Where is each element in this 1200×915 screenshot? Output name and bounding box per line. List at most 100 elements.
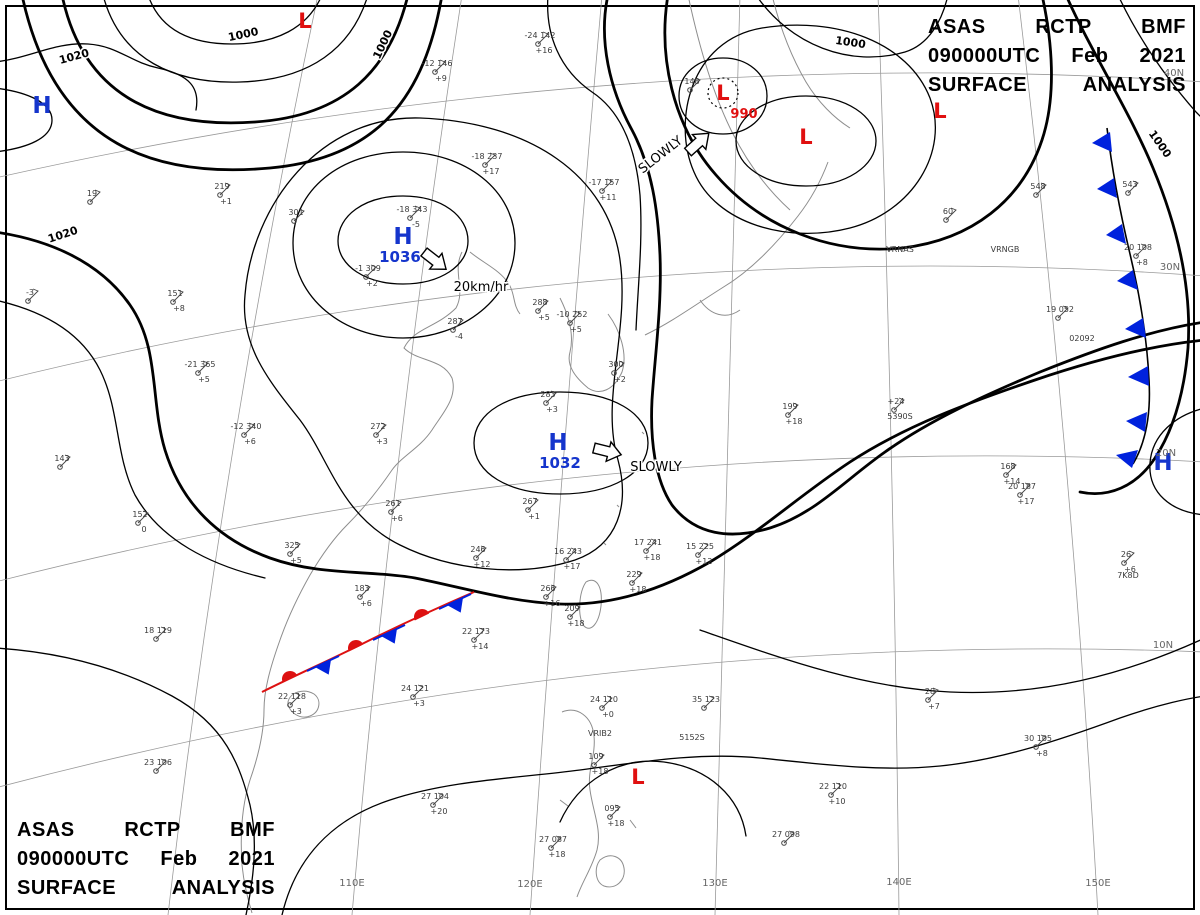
station-plot: 27 098 xyxy=(772,830,800,846)
isobar-path xyxy=(559,760,747,837)
station-data: +5 xyxy=(570,325,582,334)
station-plot: 22 118 +3 xyxy=(278,692,306,716)
station-circle xyxy=(482,162,488,168)
station-data: +17 xyxy=(564,562,581,571)
wind-barb xyxy=(155,758,167,772)
station-plot: 19 xyxy=(87,189,101,205)
station-data: 301 xyxy=(288,208,303,217)
station-plot: 301 xyxy=(288,208,305,224)
station-plot: -10 252 +5 xyxy=(557,310,588,334)
annotation-text: SLOWLY xyxy=(630,460,682,475)
wind-barb xyxy=(703,695,715,709)
isobar-path xyxy=(603,0,1200,536)
station-data: 15 225 xyxy=(686,542,714,551)
station-data: 7K8D xyxy=(1117,571,1139,580)
station-data: 267 xyxy=(522,497,537,506)
wind-barb xyxy=(89,189,101,203)
station-data: +3 xyxy=(546,405,558,414)
wind-barb xyxy=(473,627,485,641)
station-data: +7 xyxy=(928,702,940,711)
station-data: +18 xyxy=(786,417,803,426)
isobar-path xyxy=(1066,0,1191,495)
station-circle xyxy=(701,705,707,711)
station-data: 152 xyxy=(132,510,147,519)
wind-barb xyxy=(1135,243,1147,257)
annotation-text: 20km/hr xyxy=(454,280,509,295)
station-data: 095 xyxy=(604,804,619,813)
station-circle xyxy=(925,697,931,703)
isobar-path xyxy=(735,95,877,187)
parallel-line xyxy=(0,72,1200,178)
station-plot: 283 +3 xyxy=(540,390,558,414)
station-data: +17 xyxy=(1018,497,1035,506)
pressure-letter: L xyxy=(799,125,812,149)
wind-barb xyxy=(409,205,421,219)
station-plot: 20 187 +17 xyxy=(1008,482,1036,506)
wind-barb xyxy=(601,695,613,709)
station-data: +8 xyxy=(173,304,185,313)
station-plot: 288 +5 xyxy=(532,298,550,322)
station-data: 287 xyxy=(447,317,462,326)
wind-barb xyxy=(59,454,71,468)
station-data: +8 xyxy=(1036,749,1048,758)
station-circle xyxy=(567,614,573,620)
station-circle xyxy=(291,218,297,224)
station-plot: 35 123 xyxy=(692,695,720,711)
station-data: 148 xyxy=(684,77,699,86)
station-plot: -18 343 -5 xyxy=(397,205,428,229)
station-data: +1 xyxy=(528,512,540,521)
station-circle xyxy=(25,298,31,304)
station-circle xyxy=(563,557,569,563)
chart-type: SURFACE ANALYSIS xyxy=(17,877,275,899)
station-data: 143 xyxy=(54,454,69,463)
station-plot: 095 +18 xyxy=(604,804,624,828)
wind-barb xyxy=(537,31,549,45)
parallel-line xyxy=(0,265,1200,382)
station-circle xyxy=(1033,192,1039,198)
movement-arrow-icon xyxy=(591,440,623,463)
isobar-path xyxy=(337,195,469,285)
station-plot: 543 xyxy=(1122,180,1139,196)
station-circle xyxy=(611,370,617,376)
pressure-letter: H xyxy=(393,224,412,250)
station-circle xyxy=(153,768,159,774)
station-data: +6 xyxy=(244,437,256,446)
station-circle xyxy=(1033,744,1039,750)
station-data: +12 xyxy=(696,557,713,566)
station-circle xyxy=(943,217,949,223)
station-data: 266 xyxy=(540,584,555,593)
wind-barb xyxy=(537,298,549,312)
station-circle xyxy=(1017,492,1023,498)
station-circle xyxy=(135,520,141,526)
wind-barb xyxy=(412,684,424,698)
station-data: 22 173 xyxy=(462,627,490,636)
station-plot: 183 +6 xyxy=(354,584,372,608)
station-plot: 22 110 +10 xyxy=(819,782,847,806)
station-data: 229 xyxy=(626,570,641,579)
station-data: +18 xyxy=(608,819,625,828)
ship-ident: VRNGB xyxy=(991,245,1020,254)
station-data: 183 xyxy=(354,584,369,593)
ship-ident: 7K8D xyxy=(1117,571,1139,580)
dotted-circle xyxy=(707,77,739,109)
station-data: +6 xyxy=(391,514,403,523)
wind-barb xyxy=(527,497,539,511)
station-data: +8 xyxy=(1136,258,1148,267)
isobar-path xyxy=(684,24,936,235)
station-plot: 22 173 +14 xyxy=(462,627,490,651)
isobar-path xyxy=(21,0,443,172)
station-data: +18 xyxy=(630,585,647,594)
station-data: +14 xyxy=(1004,477,1021,486)
station-circle xyxy=(363,274,369,280)
isobar-path xyxy=(0,231,1200,606)
pressure-center-low: L xyxy=(298,9,311,33)
wind-barb xyxy=(434,59,446,73)
station-data: -1 309 xyxy=(355,264,381,273)
station-data: 19 052 xyxy=(1046,305,1074,314)
station-plot: 266 +16 xyxy=(540,584,560,608)
wind-barb xyxy=(359,584,371,598)
station-circle xyxy=(57,464,63,470)
cold-front-triangle xyxy=(380,628,398,644)
wind-barb xyxy=(1035,182,1047,196)
station-circle xyxy=(357,594,363,600)
